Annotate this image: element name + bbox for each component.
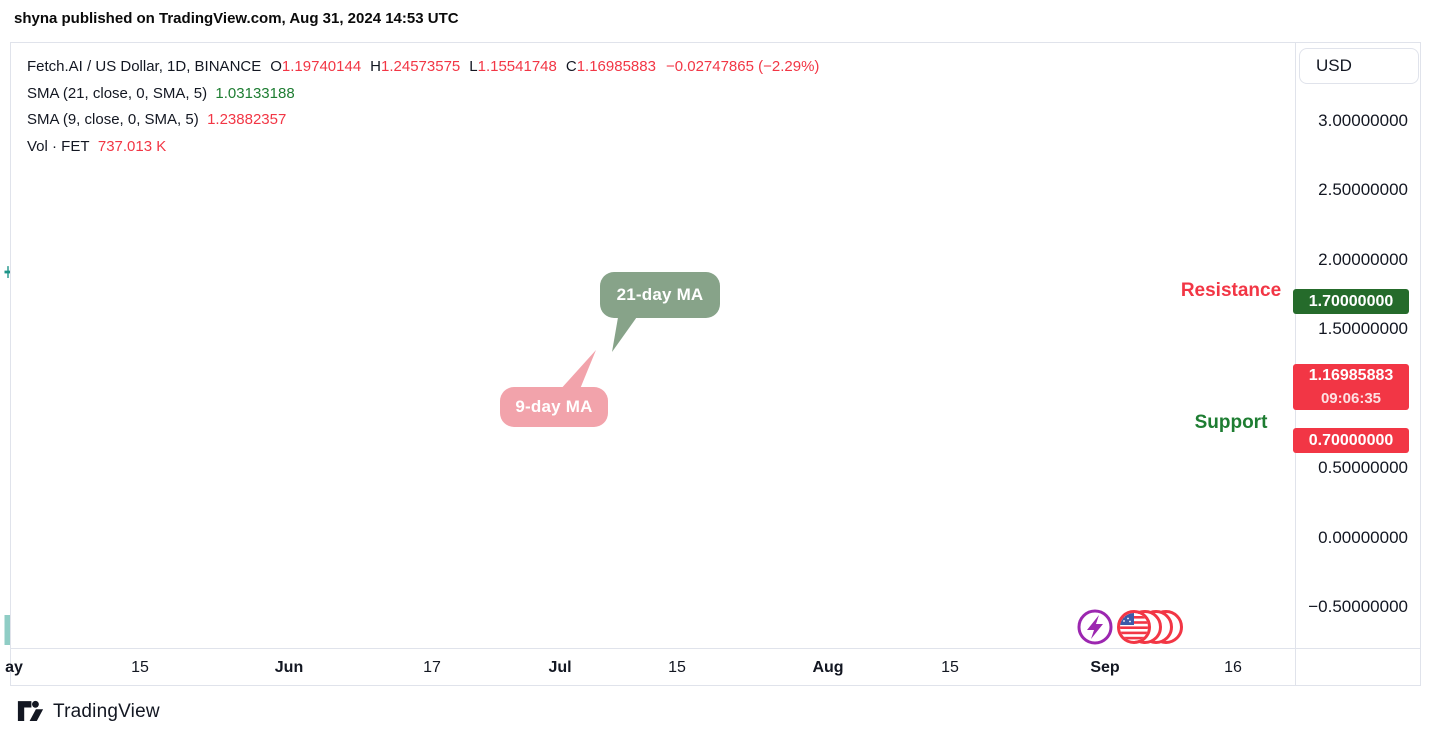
tradingview-brand[interactable]: TradingView bbox=[53, 700, 160, 722]
resistance-price-badge: 1.70000000 bbox=[1293, 289, 1409, 314]
lightning-icon bbox=[1077, 609, 1113, 645]
sticker-icons[interactable] bbox=[1070, 605, 1200, 649]
change-value: −0.02747865 (−2.29%) bbox=[665, 58, 820, 75]
volume-row: Vol · FET 737.013 K bbox=[27, 134, 819, 161]
time-axis-label: Aug bbox=[812, 659, 844, 676]
resistance-label: Resistance bbox=[1180, 280, 1282, 301]
sma9-label: SMA (9, close, 0, SMA, 5) bbox=[27, 111, 199, 128]
footer: TradingView bbox=[17, 700, 160, 723]
current-price-value: 1.16985883 bbox=[1308, 367, 1394, 384]
time-axis-label: 15 bbox=[668, 659, 686, 676]
currency-toggle-button[interactable]: USD bbox=[1299, 48, 1419, 84]
time-axis-label: Jun bbox=[274, 659, 304, 676]
us-flag-circle-stack-icon bbox=[1117, 610, 1183, 644]
ohlc-item: C1.16985883 bbox=[565, 58, 656, 75]
ma21-callout[interactable]: 21-day MA bbox=[600, 272, 720, 318]
volume-label: Vol · FET bbox=[27, 137, 90, 155]
time-axis-label: 16 bbox=[1224, 659, 1242, 676]
chart-widget-frame bbox=[10, 42, 1421, 686]
tradingview-logo-icon[interactable] bbox=[17, 700, 44, 723]
publish-caption: shyna published on TradingView.com, Aug … bbox=[14, 10, 459, 27]
ma9-callout[interactable]: 9-day MA bbox=[500, 387, 608, 427]
sma21-label: SMA (21, close, 0, SMA, 5) bbox=[27, 84, 208, 102]
volume-value: 737.013 K bbox=[97, 137, 167, 155]
sma21-value: 1.03133188 bbox=[215, 84, 295, 102]
time-axis-label: 15 bbox=[941, 659, 959, 676]
symbol-row: Fetch.AI / US Dollar, 1D, BINANCE O1.1974… bbox=[27, 54, 819, 81]
time-axis-label: ay bbox=[5, 659, 23, 676]
time-axis-label: Sep bbox=[1090, 659, 1120, 676]
sma21-row: SMA (21, close, 0, SMA, 5) 1.03133188 bbox=[27, 81, 819, 108]
price-axis-label: 2.00000000 bbox=[1318, 249, 1408, 269]
sma9-value: 1.23882357 bbox=[207, 111, 287, 128]
sma9-row: SMA (9, close, 0, SMA, 5) 1.23882357 bbox=[27, 107, 819, 134]
current-price-badge: 1.16985883 09:06:35 bbox=[1293, 364, 1409, 410]
support-label: Support bbox=[1194, 412, 1268, 433]
price-axis-label: 0.50000000 bbox=[1318, 458, 1408, 477]
ohlc-item: L1.15541748 bbox=[469, 58, 557, 75]
symbol-title: Fetch.AI / US Dollar, 1D, BINANCE bbox=[27, 58, 262, 75]
time-axis-separator bbox=[10, 648, 1421, 649]
bar-countdown: 09:06:35 bbox=[1320, 390, 1382, 407]
time-axis-label: 17 bbox=[423, 659, 441, 676]
time-axis-label: 15 bbox=[131, 659, 149, 676]
price-axis-label: 0.00000000 bbox=[1318, 527, 1408, 547]
price-axis-label: −0.50000000 bbox=[1308, 597, 1408, 616]
ohlc-item: H1.24573575 bbox=[370, 58, 461, 75]
price-axis-label: 2.50000000 bbox=[1318, 180, 1408, 199]
price-axis-label: 1.50000000 bbox=[1318, 319, 1408, 338]
legend: Fetch.AI / US Dollar, 1D, BINANCE O1.1974… bbox=[27, 54, 819, 160]
price-axis-label: 3.00000000 bbox=[1318, 110, 1408, 130]
support-price-badge: 0.70000000 bbox=[1293, 428, 1409, 453]
ohlc-item: O1.19740144 bbox=[270, 58, 362, 75]
time-axis-label: Jul bbox=[548, 659, 572, 676]
